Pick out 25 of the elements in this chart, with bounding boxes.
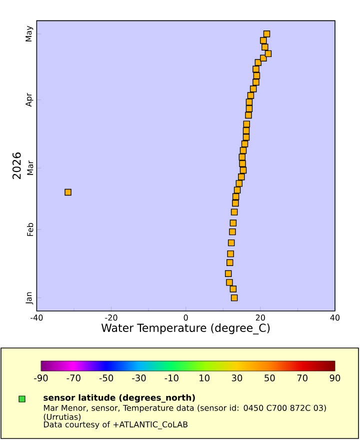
color-bar-label: 10 <box>200 374 210 382</box>
color-bar-label: 50 <box>264 374 275 382</box>
color-bar-label: -30 <box>132 374 146 382</box>
y-tick-label: Mar <box>27 160 34 175</box>
text: Mar Menor, sensor, Temperature data (sensor id: 0450 C700 872C 03) (Urrutias) <box>44 404 326 421</box>
y-tick-label: Feb <box>26 222 34 236</box>
y-tick-label: Apr <box>26 92 34 107</box>
x-axis-title: Water Temperature (degree_C) <box>101 323 270 334</box>
color-bar-label: -50 <box>99 374 114 382</box>
color-bar-label: 30 <box>232 374 242 382</box>
y-tick-label: Jan <box>26 292 34 304</box>
y-axis-title: 2026 <box>12 152 21 180</box>
color-bar-label: 90 <box>330 374 340 382</box>
text: Data courtesy of +ATLANTIC_CoLAB <box>44 421 188 430</box>
color-bar-label: -10 <box>164 374 178 382</box>
x-tick-label: 0 <box>184 314 188 321</box>
color-bar-label: -90 <box>34 374 48 382</box>
color-bar-label: 70 <box>297 374 308 382</box>
x-tick-label: 40 <box>330 314 340 321</box>
x-tick-label: -40 <box>30 314 43 321</box>
y-tick-label: May <box>26 26 34 42</box>
color-bar-label: -70 <box>66 374 80 382</box>
x-tick-label: -20 <box>105 314 118 321</box>
x-tick-label: 20 <box>256 314 265 321</box>
color-bar-title: sensor latitude (degrees_north) <box>44 394 195 403</box>
